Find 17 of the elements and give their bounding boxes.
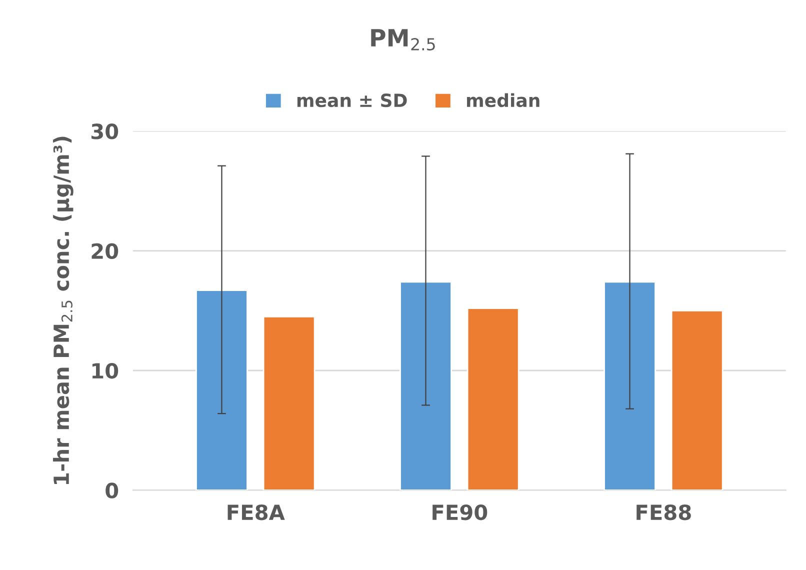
- y-tick-label: 0: [106, 482, 118, 498]
- x-tick-label: FE88: [636, 504, 691, 520]
- legend-label: median: [467, 93, 540, 108]
- y-tick-label: 30: [92, 124, 118, 140]
- bar: [262, 316, 316, 490]
- y-tick-label: 20: [92, 243, 118, 260]
- y-tick-label: 10: [92, 362, 118, 379]
- legend-label: mean ± SD: [297, 94, 407, 108]
- bar: [466, 308, 520, 490]
- x-tick-label: FE8A: [228, 504, 285, 520]
- y-axis-title: 1-hr mean PM$_{2.5}$ conc. (µg/m³): [53, 136, 74, 484]
- bar: [604, 281, 656, 490]
- x-tick-label: FE90: [432, 504, 488, 520]
- chart-title: PM$_{2.5}$: [371, 29, 435, 50]
- bar: [400, 281, 452, 490]
- bar: [670, 310, 724, 490]
- bar: [196, 290, 248, 490]
